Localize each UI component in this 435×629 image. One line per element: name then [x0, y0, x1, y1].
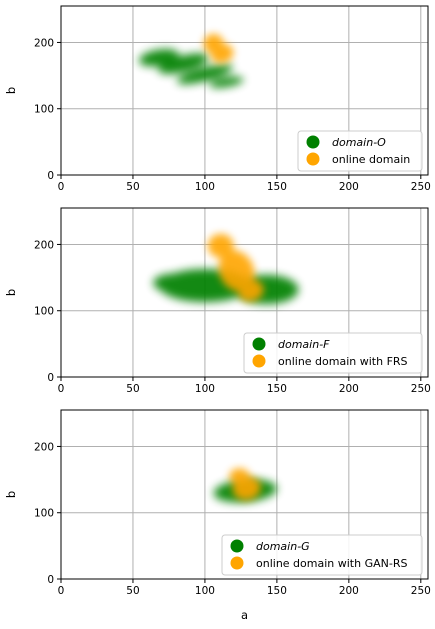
- legend-marker: [306, 135, 320, 149]
- series-1-points: [138, 49, 244, 88]
- y-tick-label: 0: [47, 170, 54, 182]
- legend: domain-F online domain with FRS: [243, 332, 423, 374]
- data-point-cluster: [207, 233, 234, 258]
- data-point-cluster: [238, 279, 264, 302]
- series-2-points: [203, 33, 234, 64]
- y-tick-label: 100: [34, 508, 54, 520]
- x-tick-label: 0: [58, 383, 65, 395]
- legend-label: online domain: [332, 153, 410, 166]
- chart-panel-3: 0 50 100 150 200 250 0 100 200 b a domain-G online d…: [4, 409, 431, 622]
- y-tick-label: 0: [47, 574, 54, 586]
- y-tick-label: 100: [34, 104, 54, 116]
- x-tick-label: 100: [195, 383, 215, 395]
- legend-label: online domain with FRS: [278, 355, 408, 368]
- data-point-cluster: [177, 64, 233, 85]
- series-2-points: [229, 468, 261, 501]
- chart-panel-1: 0 50 100 150 200 250 0 100 200 b domain-O online do…: [4, 5, 431, 193]
- data-point-cluster: [158, 53, 209, 74]
- data-layer: [213, 468, 277, 503]
- legend-label: online domain with GAN-RS: [256, 557, 407, 570]
- legend-label: domain-G: [256, 540, 310, 553]
- data-point-cluster: [232, 476, 261, 501]
- x-tick-label: 0: [58, 181, 65, 193]
- plot-frame: [60, 409, 429, 580]
- x-tick-label: 100: [195, 181, 215, 193]
- plot-frame: [60, 5, 429, 176]
- x-tick-label: 200: [339, 181, 359, 193]
- y-tick-label: 0: [47, 372, 54, 384]
- x-tick-label: 200: [339, 383, 359, 395]
- x-tick-label: 100: [195, 585, 215, 597]
- x-tick-label: 250: [411, 181, 431, 193]
- legend-marker: [252, 337, 266, 351]
- y-axis-label: b: [4, 87, 18, 94]
- legend-marker: [230, 556, 244, 570]
- data-point-cluster: [218, 250, 255, 292]
- legend-label: domain-O: [332, 136, 386, 149]
- data-point-cluster: [153, 273, 194, 293]
- x-tick-label: 250: [411, 383, 431, 395]
- series-2-points: [207, 233, 264, 302]
- data-layer: [138, 33, 244, 88]
- data-point-cluster: [209, 76, 244, 88]
- x-axis-label: a: [241, 608, 248, 622]
- x-tick-label: 200: [339, 585, 359, 597]
- y-tick-label: 100: [34, 306, 54, 318]
- legend-box: [221, 534, 423, 576]
- legend-box: [297, 130, 423, 172]
- legend-marker: [306, 152, 320, 166]
- chart-panel-2: 0 50 100 150 200 250 0 100 200 b domain-F online do…: [4, 207, 431, 395]
- y-tick-label: 200: [34, 239, 54, 251]
- legend-box: [243, 332, 423, 374]
- x-tick-label: 150: [267, 181, 287, 193]
- x-tick-label: 50: [126, 383, 139, 395]
- legend: domain-G online domain with GAN-RS: [221, 534, 423, 576]
- x-tick-label: 150: [267, 585, 287, 597]
- x-tick-label: 50: [126, 181, 139, 193]
- legend-label: domain-F: [278, 338, 330, 351]
- x-tick-label: 150: [267, 383, 287, 395]
- plot-frame: [60, 207, 429, 378]
- x-tick-label: 50: [126, 585, 139, 597]
- y-axis-label: b: [4, 289, 18, 296]
- legend-marker: [230, 539, 244, 553]
- y-tick-label: 200: [34, 441, 54, 453]
- legend-marker: [252, 354, 266, 368]
- y-tick-label: 200: [34, 37, 54, 49]
- legend: domain-O online domain: [297, 130, 423, 172]
- y-axis-label: b: [4, 491, 18, 498]
- x-tick-label: 0: [58, 585, 65, 597]
- x-tick-label: 250: [411, 585, 431, 597]
- data-point-cluster: [210, 44, 234, 64]
- data-layer: [153, 233, 299, 305]
